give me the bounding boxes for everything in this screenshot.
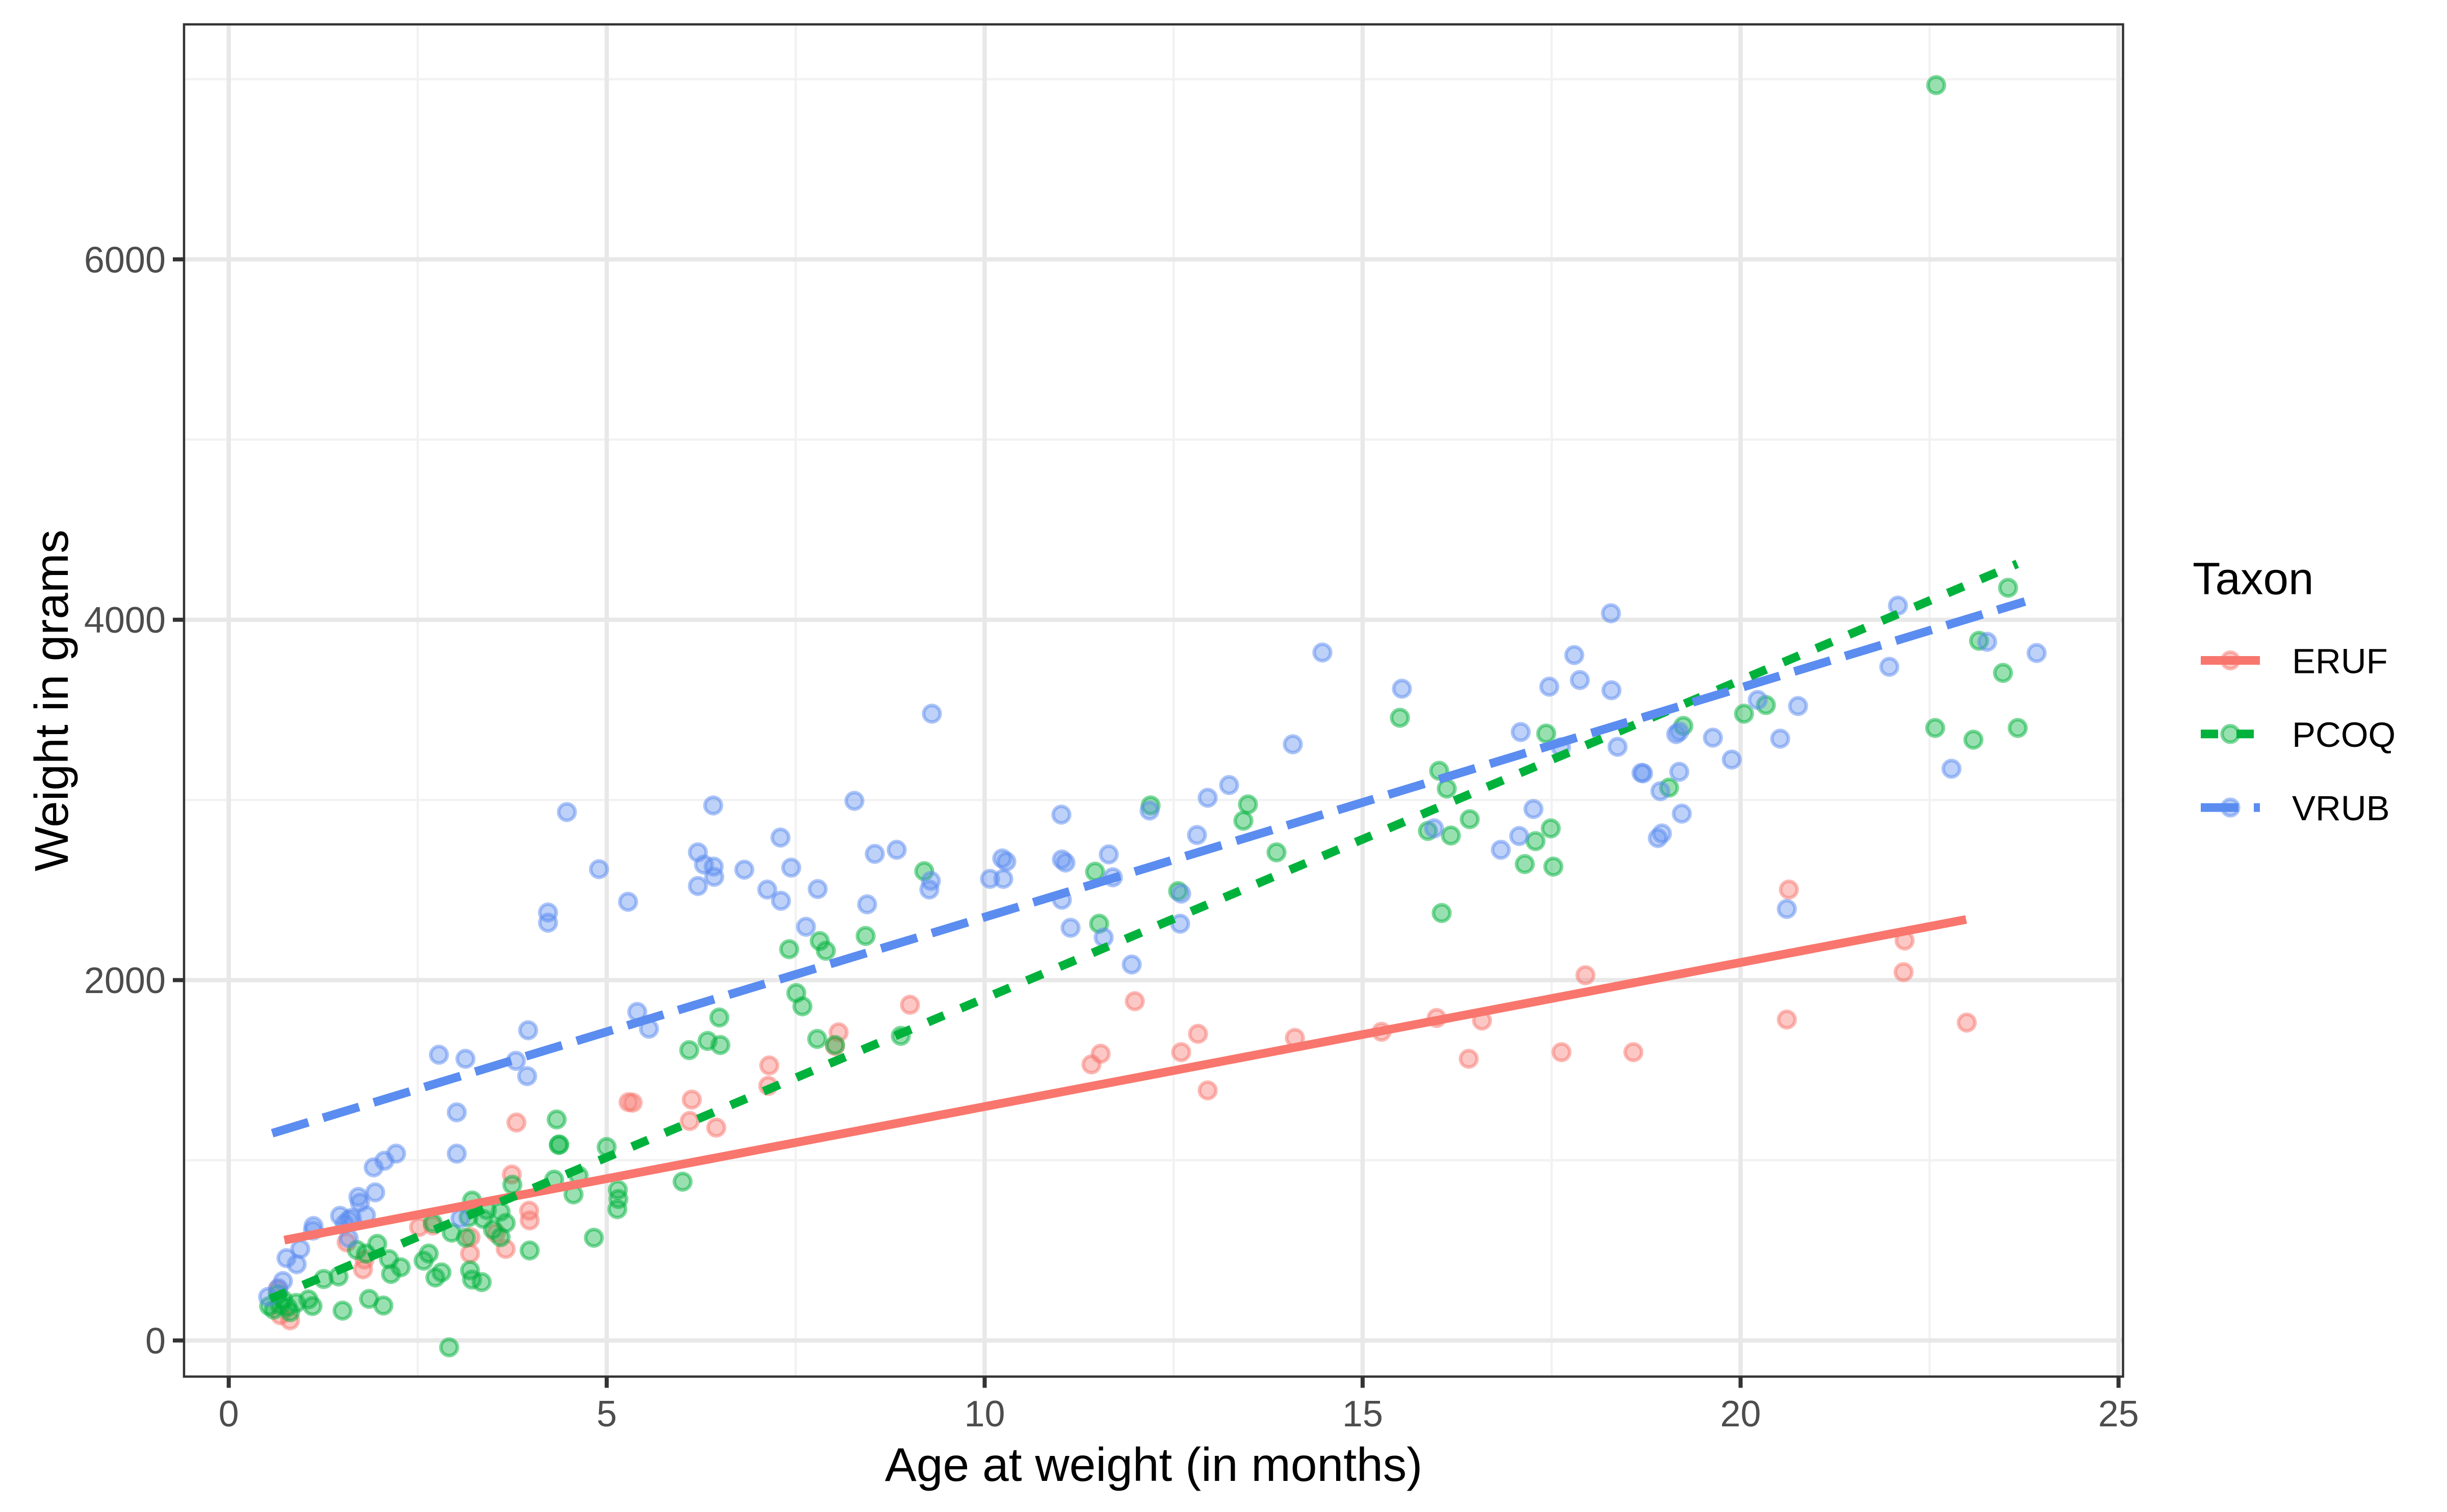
svg-text:2000: 2000 [84, 960, 166, 1001]
svg-text:ERUF: ERUF [2292, 642, 2388, 681]
svg-text:Taxon: Taxon [2193, 553, 2314, 604]
svg-text:Age at weight (in months): Age at weight (in months) [885, 1438, 1423, 1491]
svg-text:5: 5 [596, 1394, 617, 1435]
svg-text:VRUB: VRUB [2292, 789, 2390, 828]
svg-text:25: 25 [2098, 1394, 2139, 1435]
svg-text:0: 0 [145, 1321, 166, 1362]
svg-text:20: 20 [1720, 1394, 1761, 1435]
svg-text:6000: 6000 [84, 240, 166, 280]
svg-text:0: 0 [219, 1394, 239, 1435]
svg-text:PCOQ: PCOQ [2292, 715, 2396, 754]
svg-text:4000: 4000 [84, 600, 166, 641]
svg-text:Weight in grams: Weight in grams [25, 530, 78, 871]
svg-text:10: 10 [964, 1394, 1005, 1435]
svg-text:15: 15 [1342, 1394, 1383, 1435]
